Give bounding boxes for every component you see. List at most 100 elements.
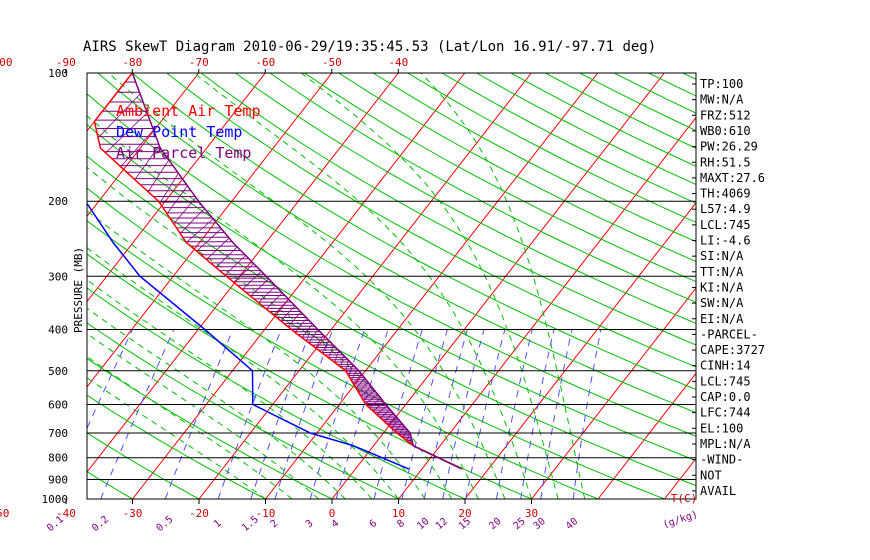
cape-hatch-diag <box>280 305 296 322</box>
cape-hatch-diag <box>308 329 319 344</box>
mixing-ratio-tick-label: 40 <box>564 516 580 532</box>
indices-panel-item: MAXT:27.6 <box>700 171 765 185</box>
mixing-ratio-tick-label: 10 <box>415 516 431 532</box>
dry-adiabat-line <box>821 73 870 499</box>
cape-hatch-diag <box>147 159 170 192</box>
cape-hatch-diag <box>134 145 160 180</box>
indices-panel-item: LI:-4.6 <box>700 234 751 248</box>
top-temp-tick-label: -80 <box>122 56 142 69</box>
indices-panel-item: MPL:N/A <box>700 437 751 451</box>
pressure-tick-label: 400 <box>48 323 68 336</box>
cape-hatch-diag <box>294 317 308 333</box>
moist-adiabat-line <box>420 73 586 499</box>
dry-adiabat-line <box>338 73 696 263</box>
grid-lines <box>87 73 870 499</box>
isotherm-line <box>531 287 696 499</box>
dry-adiabat-line <box>648 73 696 97</box>
isotherm-line <box>664 457 696 499</box>
cape-hatch-diag <box>362 390 375 401</box>
pressure-tick-label: 900 <box>48 474 68 487</box>
dry-adiabat-line <box>87 187 665 499</box>
indices-panel-item: AVAIL <box>700 484 736 498</box>
cape-hatch-diag <box>315 334 324 349</box>
dry-adiabat-line <box>786 73 870 499</box>
dry-adiabat-line <box>200 73 696 346</box>
legend-entry-air-parcel-temp: Air Parcel Temp <box>116 144 251 162</box>
pressure-tick-label: 300 <box>48 270 68 283</box>
mixing-ratio-line <box>540 329 573 499</box>
dry-adiabat-line <box>87 357 333 499</box>
cape-hatch-diag <box>224 255 246 276</box>
bottom-temp-tick-label: -30 <box>123 507 143 520</box>
dry-adiabat-line <box>131 73 696 391</box>
cape-hatch-diag <box>358 381 369 393</box>
dry-adiabat-line <box>87 124 696 462</box>
cape-hatch-diag <box>196 228 222 252</box>
indices-panel-item: LCL:745 <box>700 218 751 232</box>
indices-panel-item: PW:26.29 <box>700 140 758 154</box>
top-temp-axis: -120-110-100-90-80-70-60-50-40 <box>0 56 408 73</box>
isotherm-line <box>731 73 870 499</box>
cape-hatch-diag <box>353 373 362 385</box>
isotherm-line <box>398 116 696 499</box>
mixing-ratio-line <box>442 329 485 499</box>
cape-hatching <box>95 81 414 446</box>
cape-hatch-diag <box>105 112 148 154</box>
bottom-temp-tick-label: -20 <box>189 507 209 520</box>
bottom-temp-tick-label: 20 <box>458 507 471 520</box>
cape-hatch-diag <box>287 311 302 327</box>
top-temp-tick-label: -90 <box>56 56 76 69</box>
dry-adiabat-line <box>87 394 266 499</box>
cape-hatch-diag <box>387 416 397 426</box>
cape-hatch-diag <box>120 129 154 168</box>
indices-panel-item: FRZ:512 <box>700 108 751 122</box>
cape-hatch-diag <box>250 278 269 297</box>
cape-hatch-diag <box>372 401 385 412</box>
cape-hatch-diag <box>328 345 335 358</box>
cape-hatch-diag <box>350 369 358 381</box>
cape-hatch-diag <box>391 419 400 429</box>
isotherm-line <box>597 372 696 499</box>
temp-unit-label: T(C) <box>671 492 698 505</box>
cape-hatch-diag <box>258 285 276 303</box>
top-temp-tick-label: -70 <box>189 56 209 69</box>
moist-adiabat-line <box>87 247 399 499</box>
cape-hatch-diag <box>242 270 262 290</box>
plot-frame <box>86 72 697 500</box>
pressure-tick-label: 1000 <box>42 493 69 506</box>
isotherm-line <box>87 73 266 303</box>
dry-adiabat-line <box>97 73 696 414</box>
indices-panel-item: TP:100 <box>700 77 743 91</box>
dry-adiabat-line <box>441 73 696 204</box>
indices-panel-item: LCL:745 <box>700 374 751 388</box>
indices-panel-item: LFC:744 <box>700 406 751 420</box>
dry-adiabat-line <box>476 73 696 186</box>
indices-panel-item: KI:N/A <box>700 280 744 294</box>
dry-adiabat-line <box>87 432 200 499</box>
dry-adiabat-line <box>235 73 696 324</box>
indices-panel-item: CAPE:3727 <box>700 343 765 357</box>
indices-panel-item: SW:N/A <box>700 296 744 310</box>
pressure-tick-label: 500 <box>48 365 68 378</box>
isotherm-line <box>87 73 333 388</box>
indices-panel-item: -WIND- <box>700 453 743 467</box>
mixing-ratio-tick-label: 2 <box>269 518 281 530</box>
indices-panel-item: MW:N/A <box>700 93 744 107</box>
indices-panel-item: TT:N/A <box>700 265 744 279</box>
moist-adiabat-line <box>87 356 293 499</box>
pressure-tick-label: 800 <box>48 452 68 465</box>
cape-hatch-diag <box>368 397 382 408</box>
series-lines <box>87 73 463 470</box>
moist-adiabat-line <box>193 73 532 499</box>
indices-panel-item: L57:4.9 <box>700 202 751 216</box>
mixing-ratio-tick-label: 4 <box>330 518 342 530</box>
indices-panel-item: -PARCEL- <box>700 327 758 341</box>
cape-hatch-diag <box>173 197 197 225</box>
cape-hatch-diag <box>345 360 349 372</box>
chart-title: AIRS SkewT Diagram 2010-06-29/19:35:45.5… <box>83 39 656 55</box>
dry-adiabat-line <box>304 73 696 283</box>
cape-hatch-diag <box>233 263 254 283</box>
bottom-temp-tick-label: 10 <box>392 507 405 520</box>
dry-adiabat-line <box>752 73 870 499</box>
mixing-ratio-tick-label: 1 <box>212 518 224 530</box>
